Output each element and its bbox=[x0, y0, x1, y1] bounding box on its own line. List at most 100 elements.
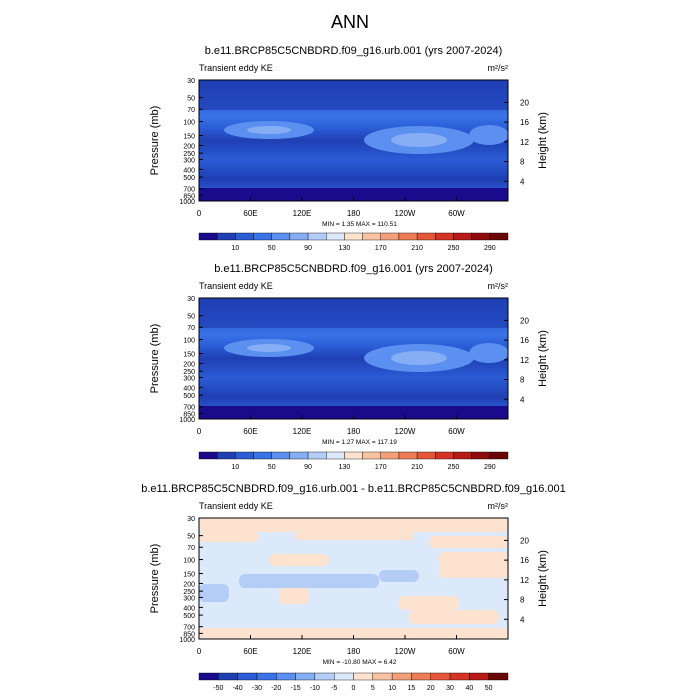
min-max-label: MIN = 1.27 MAX = 117.19 bbox=[322, 439, 397, 446]
x-tick-label: 120W bbox=[395, 647, 416, 656]
y-tick-label: 850 bbox=[183, 411, 195, 418]
colorbar-swatch bbox=[289, 232, 309, 241]
y-tick-label: 1000 bbox=[179, 637, 195, 644]
colorbar-swatch bbox=[289, 451, 309, 460]
colorbar-swatch bbox=[435, 451, 454, 460]
y-tick-label: 1000 bbox=[179, 417, 195, 424]
y-tick-label: 150 bbox=[183, 352, 195, 359]
y-tick-label: 30 bbox=[187, 296, 195, 303]
x-tick-label: 0 bbox=[197, 209, 202, 218]
colorbar-swatch bbox=[235, 451, 254, 460]
colorbar-swatch bbox=[216, 451, 236, 460]
x-tick-label: 60E bbox=[243, 427, 257, 436]
colorbar-swatch bbox=[295, 672, 316, 681]
y2-tick-label: 8 bbox=[520, 158, 525, 167]
chart-panel-2: b.e11.BRCP85C5CNBDRD.f09_g16.001 (yrs 20… bbox=[149, 263, 549, 471]
colorbar-label: 210 bbox=[411, 464, 423, 471]
colorbar-swatch bbox=[449, 672, 470, 681]
colorbar-swatch bbox=[326, 451, 345, 460]
colorbar-swatch bbox=[435, 232, 454, 241]
y-tick-label: 700 bbox=[183, 405, 195, 412]
colorbar-label: 250 bbox=[448, 245, 460, 252]
positive-region-9 bbox=[409, 610, 499, 624]
colorbar-label: 90 bbox=[304, 245, 312, 252]
y-tick-label: 250 bbox=[183, 369, 195, 376]
colorbar-label: 170 bbox=[375, 245, 387, 252]
y-tick-label: 300 bbox=[183, 157, 195, 164]
colorbar-swatch bbox=[253, 232, 272, 241]
jet-core-east-inner bbox=[391, 351, 447, 365]
y2-tick-label: 16 bbox=[520, 556, 529, 565]
jet-core-atlantic bbox=[469, 125, 508, 145]
min-max-label: MIN = 1.35 MAX = 110.51 bbox=[322, 221, 397, 228]
y-tick-label: 250 bbox=[183, 151, 195, 158]
colorbar: -50 -40 -30 -20 -15 -10 -5 0 5 10 15 20 30 40 50 bbox=[198, 672, 509, 692]
colorbar-label: 210 bbox=[411, 245, 423, 252]
y2-tick-label: 4 bbox=[520, 177, 525, 186]
x-tick-label: 180 bbox=[347, 427, 361, 436]
y2-axis-label: Height (km) bbox=[537, 112, 549, 169]
chart-panel-3: b.e11.BRCP85C5CNBDRD.f09_g16.urb.001 - b… bbox=[141, 483, 566, 692]
min-max-label: MIN = -10.80 MAX = 6.42 bbox=[323, 659, 397, 666]
panel-units-label: m²/s² bbox=[488, 501, 509, 511]
y-axis-label: Pressure (mb) bbox=[149, 324, 161, 394]
positive-region-1 bbox=[199, 518, 508, 532]
colorbar-label: 40 bbox=[465, 685, 473, 692]
x-tick-label: 0 bbox=[197, 647, 202, 656]
y-axis-label: Pressure (mb) bbox=[149, 106, 161, 176]
colorbar-label: 50 bbox=[268, 464, 276, 471]
y-tick-label: 200 bbox=[183, 361, 195, 368]
x-tick-label: 120W bbox=[395, 427, 416, 436]
panel-units-label: m²/s² bbox=[488, 281, 509, 291]
colorbar-swatch bbox=[198, 672, 219, 681]
upper-band bbox=[199, 80, 508, 110]
y2-tick-label: 20 bbox=[520, 98, 529, 107]
colorbar-swatch bbox=[372, 672, 393, 681]
y-tick-label: 150 bbox=[183, 134, 195, 141]
y-tick-label: 1000 bbox=[179, 199, 195, 206]
colorbar-label: -15 bbox=[291, 685, 301, 692]
colorbar-label: -10 bbox=[310, 685, 320, 692]
positive-region-6 bbox=[269, 554, 329, 566]
panel-units-label: m²/s² bbox=[488, 63, 509, 73]
positive-region-5 bbox=[439, 552, 508, 578]
colorbar-label: 170 bbox=[375, 464, 387, 471]
y-tick-label: 100 bbox=[183, 558, 195, 565]
colorbar-swatch bbox=[380, 232, 400, 241]
colorbar-label: 290 bbox=[484, 245, 496, 252]
y-tick-label: 200 bbox=[183, 581, 195, 588]
colorbar-swatch bbox=[488, 672, 509, 681]
colorbar-swatch bbox=[453, 232, 472, 241]
colorbar-label: 30 bbox=[446, 685, 454, 692]
colorbar-swatch bbox=[218, 672, 238, 681]
y-tick-label: 300 bbox=[183, 595, 195, 602]
colorbar-swatch bbox=[398, 451, 418, 460]
y2-tick-label: 16 bbox=[520, 118, 529, 127]
y2-tick-label: 8 bbox=[520, 596, 525, 605]
colorbar-swatch bbox=[430, 672, 451, 681]
colorbar-label: 50 bbox=[485, 685, 493, 692]
y-tick-label: 850 bbox=[183, 193, 195, 200]
colorbar: 10 50 90 130 170 210 250 290 bbox=[198, 451, 509, 471]
colorbar-label: 10 bbox=[231, 245, 239, 252]
colorbar-label: 10 bbox=[231, 464, 239, 471]
y-tick-label: 250 bbox=[183, 589, 195, 596]
colorbar-label: 130 bbox=[339, 464, 351, 471]
colorbar-swatch bbox=[256, 672, 277, 681]
y-axis-label: Pressure (mb) bbox=[149, 544, 161, 614]
jet-core-atlantic bbox=[469, 343, 508, 363]
x-tick-label: 60E bbox=[243, 647, 257, 656]
y2-tick-label: 16 bbox=[520, 336, 529, 345]
x-tick-label: 180 bbox=[347, 647, 361, 656]
x-tick-label: 0 bbox=[197, 427, 202, 436]
colorbar-swatch bbox=[198, 232, 218, 241]
y2-axis-label: Height (km) bbox=[537, 330, 549, 387]
colorbar-swatch bbox=[307, 451, 327, 460]
positive-region-3 bbox=[294, 532, 414, 540]
colorbar-label: 20 bbox=[427, 685, 435, 692]
y2-tick-label: 4 bbox=[520, 395, 525, 404]
colorbar-label: 15 bbox=[408, 685, 416, 692]
y-tick-label: 300 bbox=[183, 375, 195, 382]
colorbar-swatch bbox=[411, 672, 431, 681]
surface-band bbox=[199, 188, 508, 201]
